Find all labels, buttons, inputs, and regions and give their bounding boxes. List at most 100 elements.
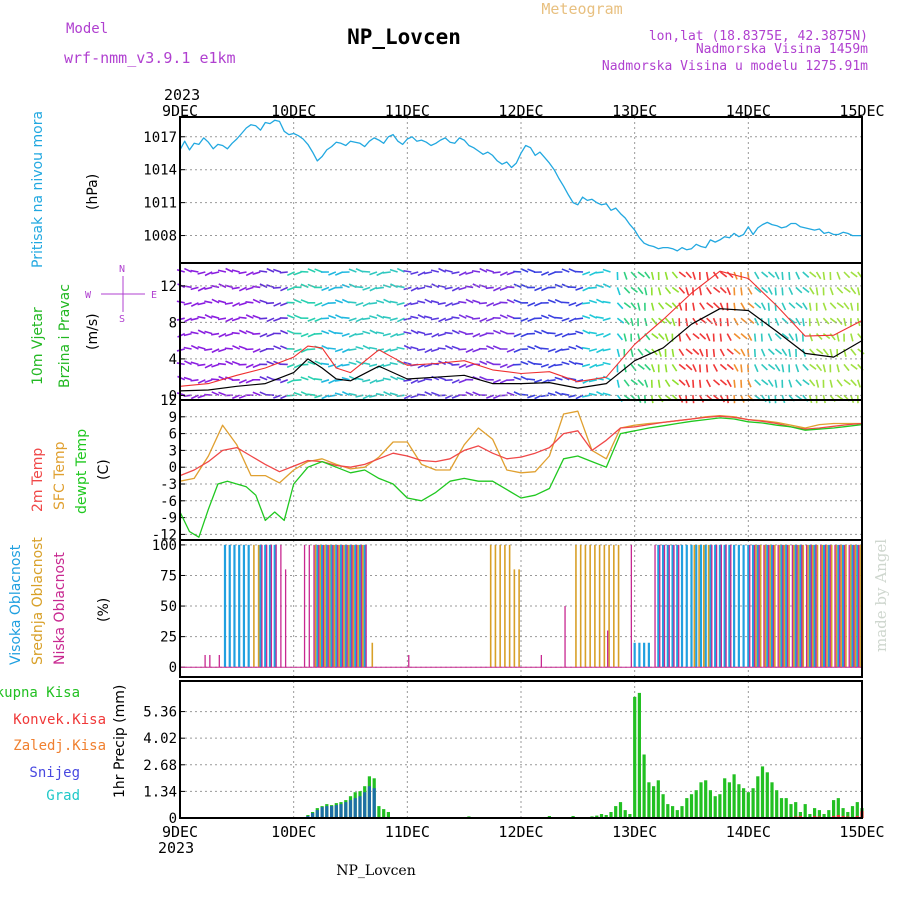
wind-barb (815, 333, 823, 340)
wind-barb (458, 330, 467, 335)
precip-total-bar (784, 798, 788, 818)
wind-barb (685, 271, 692, 279)
wind-barb (307, 332, 316, 338)
wind-barb (781, 364, 785, 373)
wind-barb (554, 298, 563, 304)
wind-barb (561, 361, 570, 366)
wind-barb (375, 331, 385, 335)
wind-barb (733, 364, 739, 372)
wind-barb (829, 348, 833, 357)
wind-barb (513, 391, 522, 396)
wind-barb (444, 317, 453, 322)
wind-barb (183, 346, 192, 350)
wind-barb (795, 286, 803, 294)
wind-barb (637, 379, 645, 387)
wind-barb (712, 302, 720, 309)
wind-barb (430, 348, 440, 353)
wind-barb (266, 375, 275, 381)
wind-barb (348, 283, 357, 289)
wind-barb (307, 360, 316, 366)
wind-barb (190, 344, 199, 350)
wind-barb (582, 329, 591, 335)
precip-total-bar (841, 808, 845, 818)
wind-barb (602, 375, 611, 381)
station-title: NP_Lovcen (347, 25, 461, 49)
wind-barb (437, 284, 446, 289)
wind-barb (300, 376, 309, 381)
wind-barb (596, 348, 604, 354)
wind-barb (396, 360, 405, 366)
wind-barb (300, 391, 309, 396)
wind-barb (630, 318, 634, 327)
wind-barb (808, 333, 813, 342)
wind-barb (712, 271, 719, 280)
wind-barb (795, 364, 800, 373)
wind-barb (630, 348, 634, 357)
wind-barb (843, 379, 851, 386)
wind-barb (383, 348, 392, 354)
wind-barb (424, 391, 433, 396)
wind-barb (719, 394, 726, 403)
temp-ytick-label: -3 (160, 477, 177, 493)
wind-barb (327, 347, 336, 350)
wind-barb (568, 268, 577, 273)
wind-barb (479, 376, 488, 381)
wind-barb (232, 344, 241, 350)
wind-barb (334, 299, 343, 304)
wind-barb (602, 392, 611, 396)
wind-barb (321, 302, 330, 307)
wind-barb (204, 286, 213, 290)
wind-barb (348, 317, 357, 322)
wind-barb (417, 330, 426, 335)
precip-snow-bar (363, 792, 367, 818)
wind-barb (403, 344, 412, 350)
wind-barb (822, 317, 830, 325)
precip-total-bar (718, 794, 722, 818)
precip-total-bar (637, 692, 641, 818)
wind-barb (472, 299, 481, 304)
wind-barb (430, 269, 440, 273)
compass-s: S (119, 314, 125, 325)
wind-barb (389, 392, 398, 396)
wind-barb (795, 333, 798, 342)
precip-total-bar (836, 798, 840, 818)
wind-barb (582, 315, 591, 319)
precip-total-bar (789, 804, 793, 818)
model-label: Model (66, 21, 108, 37)
wind-barb (190, 317, 199, 321)
wind-barb (534, 286, 543, 292)
wind-barb (541, 329, 550, 335)
wind-barb (767, 363, 776, 370)
wind-barb (754, 271, 760, 280)
wind-barb (183, 302, 192, 306)
precip-legend-item: Grad (46, 788, 80, 804)
precip-total-bar (765, 772, 769, 818)
wind-barb (300, 283, 309, 289)
wind-barb (410, 271, 419, 275)
wind-barb (788, 271, 791, 281)
xtick-label-top: 13DEC (612, 102, 657, 120)
precip-ylabel: 1hr Precip (mm) (112, 685, 128, 798)
wind-barb (245, 330, 254, 335)
wind-barb (218, 299, 227, 304)
wind-barb (795, 379, 802, 387)
precip-total-bar (723, 778, 727, 818)
wind-barb (781, 317, 789, 325)
wind-barb (417, 363, 426, 369)
wind-barb (293, 379, 302, 382)
wind-barb (362, 379, 371, 383)
wind-barb (802, 286, 810, 294)
temp-ytick-label: 6 (169, 427, 177, 443)
wind-barb (678, 379, 686, 386)
wind-barb (671, 379, 680, 386)
wind-barb (485, 286, 494, 290)
temp-2m-line (179, 415, 863, 477)
wind-barb (341, 332, 350, 337)
wind-barb (177, 375, 186, 381)
wind-barb (458, 271, 467, 277)
temp-ytick-label: -9 (160, 511, 177, 527)
wind-unit: (m/s) (85, 313, 101, 350)
wind-barb (575, 362, 584, 366)
wind-barb (829, 379, 833, 388)
